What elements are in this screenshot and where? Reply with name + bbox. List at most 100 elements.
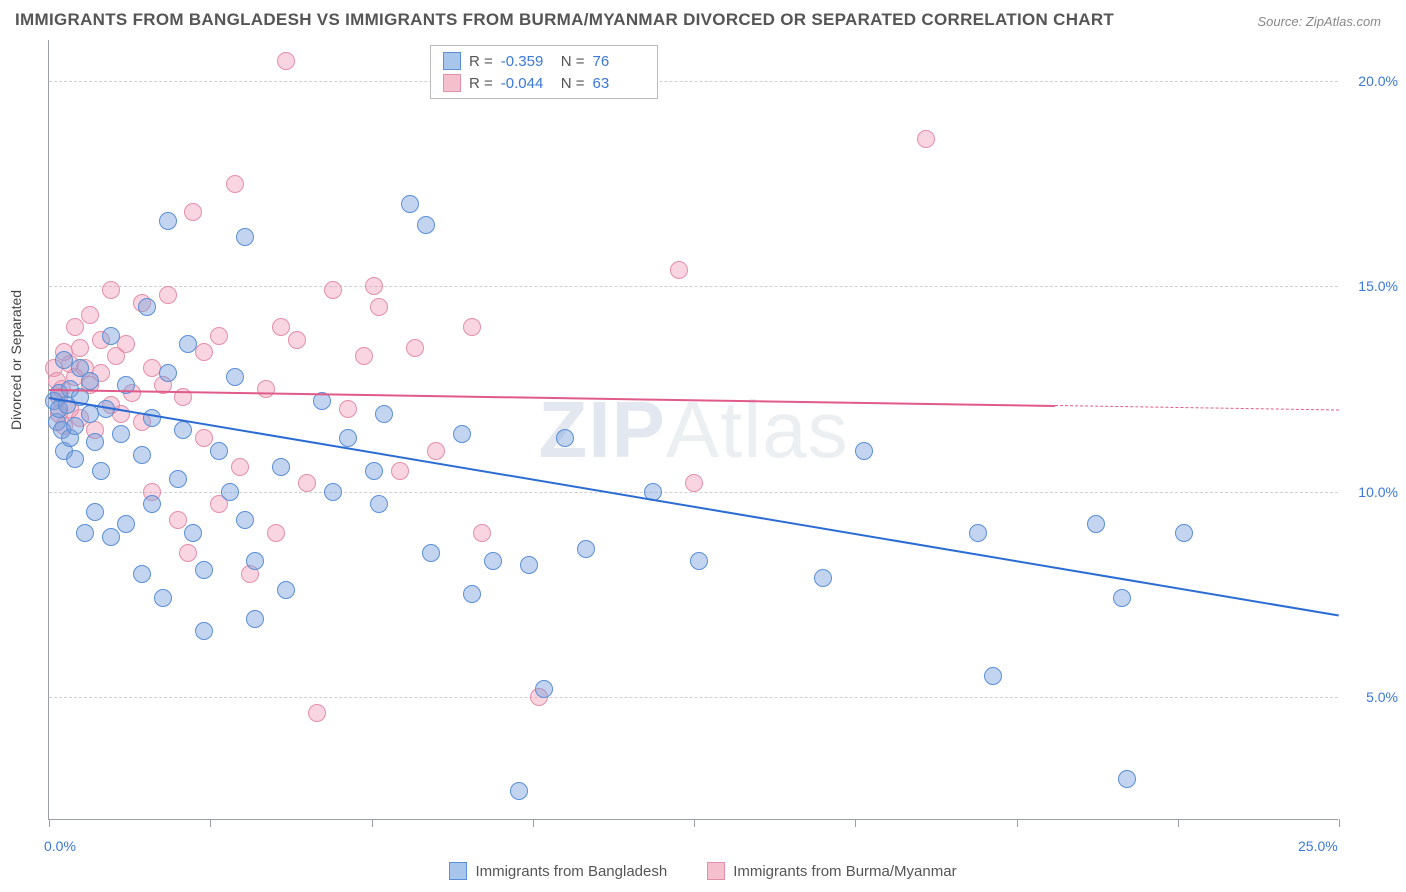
scatter-point <box>422 544 440 562</box>
trend-line-dashed <box>1055 405 1339 411</box>
scatter-point <box>195 429 213 447</box>
plot-area: ZIPAtlas 5.0%10.0%15.0%20.0% <box>48 40 1338 820</box>
legend-label: Immigrants from Burma/Myanmar <box>733 863 956 880</box>
scatter-point <box>184 524 202 542</box>
scatter-point <box>370 495 388 513</box>
scatter-point <box>510 782 528 800</box>
scatter-point <box>154 589 172 607</box>
scatter-point <box>66 450 84 468</box>
scatter-point <box>133 565 151 583</box>
x-tick <box>1017 819 1018 827</box>
legend-label: Immigrants from Bangladesh <box>475 863 667 880</box>
scatter-point <box>179 544 197 562</box>
y-tick-label: 5.0% <box>1366 689 1398 705</box>
bottom-legend: Immigrants from Bangladesh Immigrants fro… <box>0 862 1406 880</box>
scatter-point <box>133 446 151 464</box>
scatter-point <box>102 281 120 299</box>
stat-r-value: -0.359 <box>501 53 553 70</box>
stat-n-value: 63 <box>593 75 645 92</box>
scatter-point <box>159 364 177 382</box>
scatter-point <box>169 511 187 529</box>
scatter-point <box>339 400 357 418</box>
scatter-point <box>355 347 373 365</box>
legend-item: Immigrants from Burma/Myanmar <box>707 862 956 880</box>
scatter-point <box>81 306 99 324</box>
scatter-point <box>143 409 161 427</box>
x-tick <box>1339 819 1340 827</box>
gridline-h <box>49 81 1338 82</box>
scatter-point <box>81 372 99 390</box>
scatter-point <box>1175 524 1193 542</box>
scatter-point <box>288 331 306 349</box>
scatter-point <box>159 286 177 304</box>
scatter-point <box>102 327 120 345</box>
x-tick <box>49 819 50 827</box>
trend-line <box>49 389 1055 407</box>
scatter-point <box>246 610 264 628</box>
scatter-point <box>86 503 104 521</box>
scatter-point <box>221 483 239 501</box>
scatter-point <box>690 552 708 570</box>
scatter-point <box>1113 589 1131 607</box>
x-tick-label: 0.0% <box>44 838 76 854</box>
scatter-point <box>66 318 84 336</box>
scatter-point <box>272 318 290 336</box>
scatter-point <box>117 335 135 353</box>
x-tick <box>694 819 695 827</box>
scatter-point <box>365 462 383 480</box>
scatter-point <box>365 277 383 295</box>
scatter-point <box>174 421 192 439</box>
scatter-point <box>71 339 89 357</box>
scatter-point <box>391 462 409 480</box>
scatter-point <box>138 298 156 316</box>
trend-line <box>49 397 1339 617</box>
scatter-point <box>427 442 445 460</box>
watermark-rest: Atlas <box>666 385 849 474</box>
scatter-point <box>231 458 249 476</box>
scatter-point <box>236 228 254 246</box>
scatter-point <box>406 339 424 357</box>
x-tick <box>1178 819 1179 827</box>
scatter-point <box>195 622 213 640</box>
scatter-point <box>577 540 595 558</box>
series-swatch <box>443 52 461 70</box>
x-tick <box>533 819 534 827</box>
scatter-point <box>236 511 254 529</box>
y-tick-label: 10.0% <box>1358 484 1398 500</box>
series-swatch <box>443 74 461 92</box>
scatter-point <box>143 495 161 513</box>
stat-n-label: N = <box>561 75 585 92</box>
scatter-point <box>520 556 538 574</box>
scatter-point <box>473 524 491 542</box>
scatter-point <box>195 561 213 579</box>
stat-n-value: 76 <box>593 53 645 70</box>
y-tick-label: 20.0% <box>1358 73 1398 89</box>
y-tick-label: 15.0% <box>1358 278 1398 294</box>
scatter-point <box>463 585 481 603</box>
scatter-point <box>66 417 84 435</box>
scatter-point <box>195 343 213 361</box>
scatter-point <box>969 524 987 542</box>
scatter-point <box>556 429 574 447</box>
scatter-point <box>184 203 202 221</box>
scatter-point <box>246 552 264 570</box>
scatter-point <box>324 483 342 501</box>
scatter-point <box>76 524 94 542</box>
scatter-point <box>226 175 244 193</box>
scatter-point <box>277 52 295 70</box>
gridline-h <box>49 286 1338 287</box>
stats-row: R =-0.044N =63 <box>443 72 645 94</box>
scatter-point <box>117 515 135 533</box>
scatter-point <box>210 442 228 460</box>
scatter-point <box>272 458 290 476</box>
scatter-point <box>112 425 130 443</box>
stats-legend-box: R =-0.359N =76R =-0.044N =63 <box>430 45 658 99</box>
scatter-point <box>324 281 342 299</box>
scatter-point <box>179 335 197 353</box>
chart-title: IMMIGRANTS FROM BANGLADESH VS IMMIGRANTS… <box>15 10 1114 30</box>
scatter-point <box>226 368 244 386</box>
x-tick-label: 25.0% <box>1298 838 1338 854</box>
scatter-point <box>257 380 275 398</box>
x-tick <box>210 819 211 827</box>
scatter-point <box>453 425 471 443</box>
